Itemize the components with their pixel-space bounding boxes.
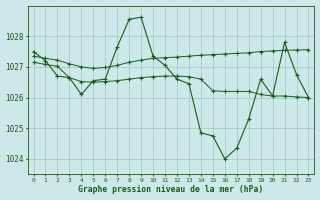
X-axis label: Graphe pression niveau de la mer (hPa): Graphe pression niveau de la mer (hPa) xyxy=(78,185,264,194)
